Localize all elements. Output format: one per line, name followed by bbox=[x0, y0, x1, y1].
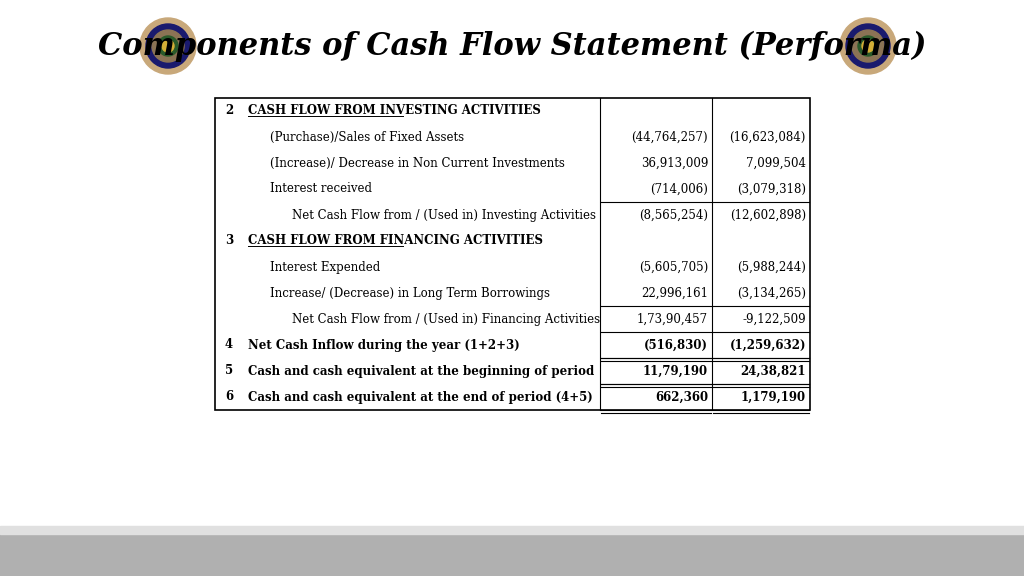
Text: (Increase)/ Decrease in Non Current Investments: (Increase)/ Decrease in Non Current Inve… bbox=[270, 157, 565, 169]
Text: (44,764,257): (44,764,257) bbox=[632, 131, 708, 143]
Text: CASH FLOW FROM FINANCING ACTIVITIES: CASH FLOW FROM FINANCING ACTIVITIES bbox=[248, 234, 543, 248]
Text: (16,623,084): (16,623,084) bbox=[730, 131, 806, 143]
Text: Interest received: Interest received bbox=[270, 183, 372, 195]
Text: 7,099,504: 7,099,504 bbox=[746, 157, 806, 169]
Circle shape bbox=[846, 24, 890, 68]
Text: (714,006): (714,006) bbox=[650, 183, 708, 195]
Circle shape bbox=[862, 40, 874, 52]
Text: (5,605,705): (5,605,705) bbox=[639, 260, 708, 274]
Text: Components of Cash Flow Statement (Performa): Components of Cash Flow Statement (Perfo… bbox=[98, 31, 926, 62]
Circle shape bbox=[140, 18, 196, 74]
Text: 6: 6 bbox=[225, 391, 233, 404]
Circle shape bbox=[146, 24, 190, 68]
Text: 1,179,190: 1,179,190 bbox=[741, 391, 806, 404]
Text: 11,79,190: 11,79,190 bbox=[643, 365, 708, 377]
Text: Net Cash Flow from / (Used in) Financing Activities: Net Cash Flow from / (Used in) Financing… bbox=[292, 313, 600, 325]
Text: Increase/ (Decrease) in Long Term Borrowings: Increase/ (Decrease) in Long Term Borrow… bbox=[270, 286, 550, 300]
Text: 24,38,821: 24,38,821 bbox=[740, 365, 806, 377]
Text: 5: 5 bbox=[225, 365, 233, 377]
Circle shape bbox=[162, 40, 174, 52]
Text: 662,360: 662,360 bbox=[655, 391, 708, 404]
Text: (12,602,898): (12,602,898) bbox=[730, 209, 806, 222]
Circle shape bbox=[152, 30, 184, 62]
Text: Net Cash Inflow during the year (1+2+3): Net Cash Inflow during the year (1+2+3) bbox=[248, 339, 520, 351]
Text: Interest Expended: Interest Expended bbox=[270, 260, 380, 274]
Bar bbox=[215, 98, 810, 410]
Text: 4: 4 bbox=[225, 339, 233, 351]
Text: 3: 3 bbox=[225, 234, 233, 248]
Text: (1,259,632): (1,259,632) bbox=[729, 339, 806, 351]
Text: Net Cash Flow from / (Used in) Investing Activities: Net Cash Flow from / (Used in) Investing… bbox=[292, 209, 596, 222]
Bar bbox=[0, 526, 1024, 534]
Circle shape bbox=[858, 36, 878, 56]
Circle shape bbox=[840, 18, 896, 74]
Text: (8,565,254): (8,565,254) bbox=[639, 209, 708, 222]
Text: (5,988,244): (5,988,244) bbox=[737, 260, 806, 274]
Text: Cash and cash equivalent at the beginning of period: Cash and cash equivalent at the beginnin… bbox=[248, 365, 594, 377]
Text: 2: 2 bbox=[225, 104, 233, 118]
Bar bbox=[0, 534, 1024, 576]
Text: Cash and cash equivalent at the end of period (4+5): Cash and cash equivalent at the end of p… bbox=[248, 391, 593, 404]
Text: (3,134,265): (3,134,265) bbox=[737, 286, 806, 300]
Text: 22,996,161: 22,996,161 bbox=[641, 286, 708, 300]
Text: -9,122,509: -9,122,509 bbox=[742, 313, 806, 325]
Text: (516,830): (516,830) bbox=[644, 339, 708, 351]
Circle shape bbox=[852, 30, 884, 62]
Circle shape bbox=[158, 36, 178, 56]
Text: (Purchase)/Sales of Fixed Assets: (Purchase)/Sales of Fixed Assets bbox=[270, 131, 464, 143]
Text: (3,079,318): (3,079,318) bbox=[737, 183, 806, 195]
Text: 36,913,009: 36,913,009 bbox=[641, 157, 708, 169]
Text: 1,73,90,457: 1,73,90,457 bbox=[637, 313, 708, 325]
Text: CASH FLOW FROM INVESTING ACTIVITIES: CASH FLOW FROM INVESTING ACTIVITIES bbox=[248, 104, 541, 118]
